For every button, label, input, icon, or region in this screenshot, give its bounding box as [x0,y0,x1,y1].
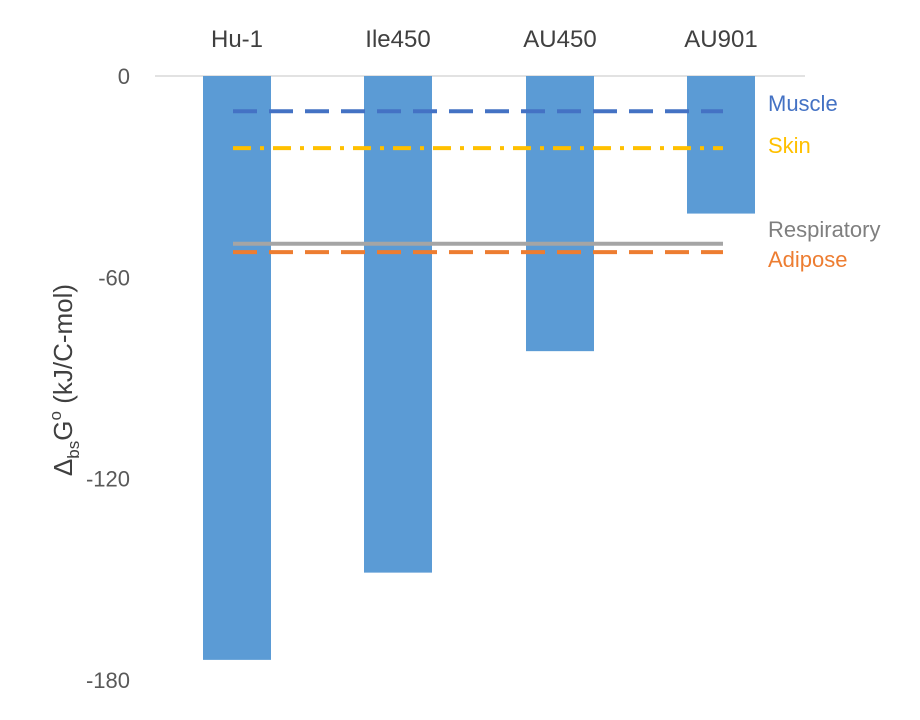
y-axis-label-rest: (kJ/C-mol) [48,284,78,411]
category-label: AU901 [684,26,757,53]
y-tick-label: -120 [86,467,130,492]
y-tick-label: 0 [118,64,130,89]
category-label: Ile450 [365,26,430,53]
reference-line-labels: Muscle Skin Respiratory Adipose [768,91,880,272]
bar-au450 [526,76,594,352]
y-tick-labels: 0 -60 -120 -180 [86,64,130,693]
svg-text:ΔbsGo (kJ/C-mol): ΔbsGo (kJ/C-mol) [46,284,83,476]
category-label: AU450 [523,26,596,53]
y-axis-label-sub: bs [64,441,83,459]
reference-label-skin: Skin [768,133,811,158]
y-axis-label-main: G [48,420,78,440]
reference-label-respiratory: Respiratory [768,217,880,242]
y-tick-label: -180 [86,668,130,693]
bar-hu-1 [203,76,271,660]
y-axis-label-symbol: Δ [48,459,78,476]
bar-ile450 [364,76,432,573]
y-axis-label-sup: o [46,411,65,420]
reference-lines [233,109,723,255]
reference-label-muscle: Muscle [768,91,838,116]
bars [203,76,755,660]
category-labels: Hu-1 Ile450 AU450 AU901 [211,26,758,53]
y-axis-label: ΔbsGo (kJ/C-mol) [46,284,83,476]
y-tick-label: -60 [98,265,130,290]
category-label: Hu-1 [211,26,263,53]
bar-au901 [687,76,755,214]
reference-label-adipose: Adipose [768,247,848,272]
